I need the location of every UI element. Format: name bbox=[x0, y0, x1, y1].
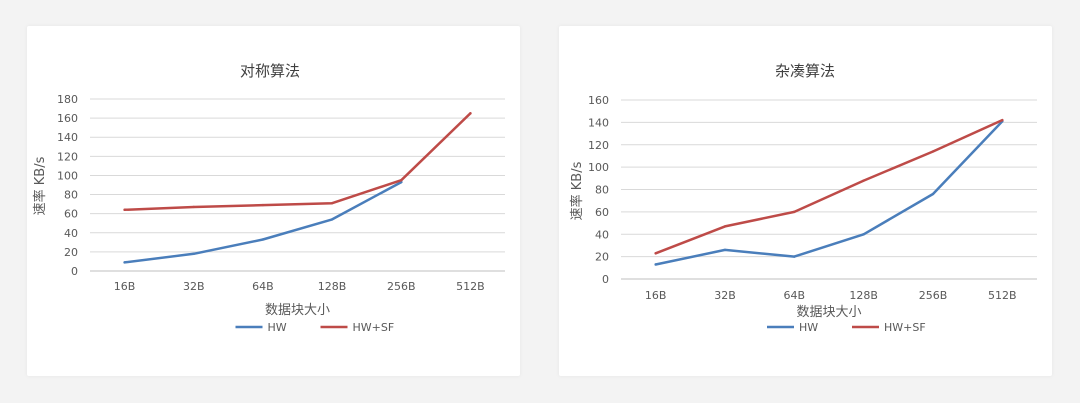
data-point bbox=[793, 255, 796, 258]
x-tick-label: 32B bbox=[183, 280, 205, 293]
data-point bbox=[793, 210, 796, 214]
data-point bbox=[123, 261, 126, 264]
data-point bbox=[261, 238, 265, 241]
data-point bbox=[723, 225, 727, 228]
y-tick-label: 140 bbox=[57, 131, 78, 144]
chart-panel-symmetric: 对称算法 0 20 40 60 80 100 120 140 160 180 16B 32B 64B 128… bbox=[27, 26, 520, 376]
x-tick-label: 128B bbox=[318, 280, 347, 293]
data-point bbox=[862, 179, 865, 182]
x-tick-label: 256B bbox=[387, 280, 416, 293]
series-line-hw-sf bbox=[654, 118, 1004, 255]
y-tick-label: 0 bbox=[602, 273, 609, 286]
data-point bbox=[931, 150, 935, 153]
y-tick-label: 60 bbox=[595, 206, 609, 219]
x-tick-label: 16B bbox=[645, 289, 667, 302]
y-tick-label: 140 bbox=[588, 116, 609, 129]
y-tick-label: 20 bbox=[595, 251, 609, 264]
y-tick-label: 160 bbox=[588, 94, 609, 107]
y-tick-label: 0 bbox=[71, 265, 78, 278]
x-tick-label: 512B bbox=[456, 280, 485, 293]
data-point bbox=[261, 203, 265, 207]
y-tick-label: 100 bbox=[588, 161, 609, 174]
series-line-hw bbox=[654, 120, 1004, 266]
y-tick-label: 80 bbox=[595, 184, 609, 197]
x-tick-label: 32B bbox=[714, 289, 736, 302]
series-line-hw-sf bbox=[123, 112, 472, 212]
chart-svg: 杂凑算法 0 20 40 60 80 100 120 140 160 16B 32B 64B 128B 25… bbox=[569, 62, 1037, 334]
y-axis-title: 速率 KB/s bbox=[569, 161, 585, 220]
chart-title: 杂凑算法 bbox=[775, 62, 835, 80]
legend-label: HW bbox=[268, 321, 287, 334]
y-tick-label: 40 bbox=[595, 228, 609, 241]
chart-svg: 对称算法 0 20 40 60 80 100 120 140 160 180 16B 32B 64B 128… bbox=[32, 62, 505, 334]
legend-label: HW bbox=[799, 321, 818, 334]
legend-label: HW+SF bbox=[353, 321, 395, 334]
y-tick-label: 160 bbox=[57, 112, 78, 125]
data-point bbox=[931, 192, 935, 196]
x-axis-title: 数据块大小 bbox=[796, 305, 861, 320]
data-point bbox=[192, 252, 195, 255]
data-point bbox=[654, 252, 657, 255]
data-point bbox=[330, 201, 334, 205]
y-tick-label: 120 bbox=[57, 150, 78, 163]
data-point bbox=[723, 248, 727, 252]
x-axis-title: 数据块大小 bbox=[265, 303, 330, 318]
x-tick-label: 128B bbox=[849, 289, 878, 302]
y-tick-label: 180 bbox=[57, 93, 78, 106]
y-tick-label: 60 bbox=[64, 208, 78, 221]
data-point bbox=[654, 263, 657, 266]
y-tick-label: 100 bbox=[57, 169, 78, 182]
data-point bbox=[192, 205, 195, 209]
data-point bbox=[123, 208, 126, 212]
y-tick-label: 40 bbox=[64, 227, 78, 240]
y-tick-label: 120 bbox=[588, 139, 609, 152]
legend-label: HW+SF bbox=[884, 321, 926, 334]
x-tick-label: 256B bbox=[919, 289, 948, 302]
y-tick-label: 80 bbox=[64, 189, 78, 202]
x-tick-label: 64B bbox=[252, 280, 274, 293]
data-point bbox=[862, 233, 865, 236]
y-tick-label: 20 bbox=[64, 246, 78, 259]
data-point bbox=[330, 218, 334, 221]
data-point bbox=[469, 112, 472, 115]
chart-title: 对称算法 bbox=[240, 62, 300, 80]
x-tick-label: 512B bbox=[988, 289, 1017, 302]
chart-panel-hash: 杂凑算法 0 20 40 60 80 100 120 140 160 16B 32B 64B 128B 25… bbox=[559, 26, 1052, 376]
data-point bbox=[400, 179, 403, 182]
y-axis-title: 速率 KB/s bbox=[32, 156, 48, 215]
x-tick-label: 16B bbox=[114, 280, 136, 293]
data-point bbox=[1001, 118, 1004, 122]
x-tick-label: 64B bbox=[784, 289, 806, 302]
